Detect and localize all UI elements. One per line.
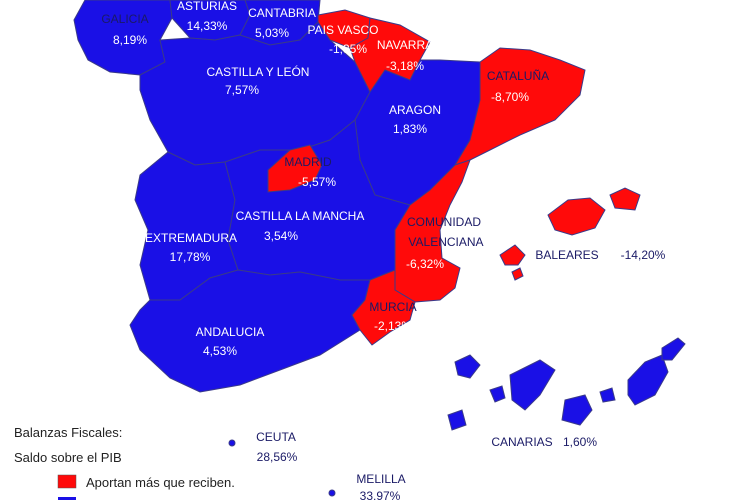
region-canarias-2[interactable] — [489, 385, 506, 403]
region-baleares-ibiza[interactable] — [499, 244, 526, 266]
label-comunidad-valenciana-value: -6,32% — [406, 257, 444, 271]
region-ceuta[interactable] — [228, 439, 236, 447]
label-cantabria-name: CANTABRIA — [248, 6, 316, 20]
label-melilla-name: MELILLA — [356, 472, 405, 486]
label-cantabria-value: 5,03% — [255, 26, 289, 40]
legend-title-line1: Balanzas Fiscales: — [14, 425, 122, 440]
legend-swatch-receive — [58, 497, 76, 500]
label-andalucia-value: 4,53% — [203, 344, 237, 358]
label-asturias-value: 14,33% — [187, 19, 228, 33]
label-comunidad-valenciana-name-2: VALENCIANA — [408, 235, 483, 249]
region-canarias-3[interactable] — [509, 359, 556, 411]
region-canarias-4[interactable] — [561, 394, 593, 426]
label-aragon-value: 1,83% — [393, 122, 427, 136]
label-murcia-value: -2,13% — [374, 319, 412, 333]
label-ceuta-name: CEUTA — [256, 430, 296, 444]
legend-item-contribute-label: Aportan más que reciben. — [86, 475, 235, 490]
label-madrid-value: -5,57% — [298, 175, 336, 189]
label-asturias-name: ASTURIAS — [177, 0, 237, 13]
region-canarias-6[interactable] — [627, 354, 669, 406]
region-canarias-1[interactable] — [454, 354, 481, 379]
label-pais-vasco-name: PAIS VASCO — [308, 23, 379, 37]
label-castilla-la-mancha-name: CASTILLA LA MANCHA — [236, 209, 365, 223]
label-navarra-name: NAVARRA — [377, 38, 433, 52]
label-cataluna-value: -8,70% — [491, 90, 529, 104]
legend-title-line2: Saldo sobre el PIB — [14, 450, 122, 465]
region-cataluna[interactable] — [453, 47, 586, 166]
region-comunidad-valenciana[interactable] — [394, 159, 471, 303]
label-galicia-value: 8,19% — [113, 33, 147, 47]
label-canarias-name: CANARIAS — [491, 435, 552, 449]
label-galicia-name: GALICIA — [101, 12, 148, 26]
region-melilla[interactable] — [328, 489, 336, 497]
region-baleares-menorca[interactable] — [609, 187, 641, 211]
label-comunidad-valenciana-name-1: COMUNIDAD — [407, 215, 481, 229]
label-castilla-la-mancha-value: 3,54% — [264, 229, 298, 243]
label-extremadura-value: 17,78% — [170, 250, 211, 264]
region-baleares-mallorca[interactable] — [547, 197, 606, 236]
label-castilla-leon-value: 7,57% — [225, 83, 259, 97]
label-navarra-value: -3,18% — [386, 59, 424, 73]
region-murcia[interactable] — [351, 269, 416, 346]
label-pais-vasco-value: -1,35% — [329, 42, 367, 56]
label-baleares-value: -14,20% — [621, 248, 666, 262]
label-murcia-name: MURCIA — [369, 300, 416, 314]
label-madrid-name: MADRID — [284, 155, 332, 169]
region-madrid[interactable] — [267, 144, 323, 193]
region-canarias-8[interactable] — [447, 409, 467, 431]
legend: Balanzas Fiscales: Saldo sobre el PIB Ap… — [14, 425, 235, 500]
label-baleares-name: BALEARES — [535, 248, 598, 262]
label-canarias-value: 1,60% — [563, 435, 597, 449]
label-andalucia-name: ANDALUCIA — [196, 325, 265, 339]
label-aragon-name: ARAGON — [389, 103, 441, 117]
region-navarra[interactable] — [349, 17, 431, 93]
label-extremadura-name: EXTREMADURA — [145, 231, 237, 245]
region-canarias-5[interactable] — [599, 387, 616, 403]
region-canarias-7[interactable] — [661, 337, 686, 361]
contributing-regions — [267, 9, 641, 346]
region-baleares-formentera[interactable] — [511, 267, 524, 281]
label-cataluna-name: CATALUÑA — [487, 69, 549, 83]
label-ceuta-value: 28,56% — [257, 450, 298, 464]
label-castilla-leon-name: CASTILLA Y LEÓN — [207, 64, 310, 79]
label-melilla-value: 33,97% — [360, 489, 401, 500]
region-labels: GALICIA 8,19% ASTURIAS 14,33% CANTABRIA … — [101, 0, 665, 500]
legend-swatch-contribute — [57, 474, 77, 489]
